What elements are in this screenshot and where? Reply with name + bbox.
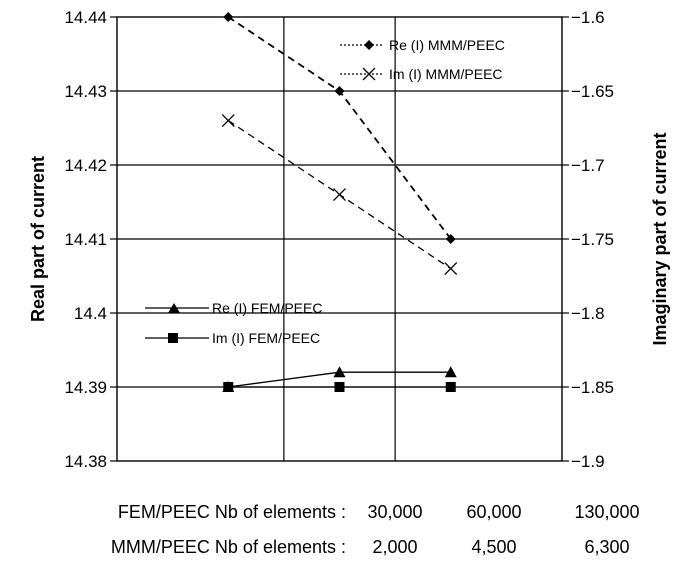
x-row-mmm-value-2: 4,500 <box>471 537 516 557</box>
left-tick-label: 14.39 <box>64 378 107 397</box>
x-row-fem-value-2: 60,000 <box>466 502 521 522</box>
x-row-mmm-label: MMM/PEEC Nb of elements : <box>111 537 346 557</box>
legend-re-fem-label: Re (I) FEM/PEEC <box>212 300 322 316</box>
right-tick-label: −1.9 <box>571 452 605 471</box>
legend-re-mmm-diamond-marker <box>364 40 374 50</box>
left-tick-label: 14.4 <box>74 304 107 323</box>
data-point-re-i-mmm-peec <box>223 12 234 22</box>
x-row-fem: FEM/PEEC Nb of elements : 30,000 60,000 … <box>118 502 640 522</box>
legend-im-fem-square-marker <box>168 333 178 343</box>
legend-im-mmm-x-marker <box>362 67 376 81</box>
data-point-im-i-fem-peec <box>445 382 456 392</box>
right-axis-title: Imaginary part of current <box>650 132 670 345</box>
right-tick-label: −1.8 <box>571 304 605 323</box>
right-tick-label: −1.7 <box>571 156 605 175</box>
data-point-re-i-mmm-peec <box>334 86 345 96</box>
left-tick-label: 14.44 <box>64 8 107 27</box>
left-tick-label: 14.42 <box>64 156 107 175</box>
left-tick-label: 14.38 <box>64 452 107 471</box>
x-row-fem-value-1: 30,000 <box>367 502 422 522</box>
x-row-mmm-value-1: 2,000 <box>372 537 417 557</box>
data-point-im-i-fem-peec <box>334 382 345 392</box>
left-axis-title: Real part of current <box>28 156 48 322</box>
left-tick-label: 14.43 <box>64 82 107 101</box>
x-row-fem-label: FEM/PEEC Nb of elements : <box>118 502 346 522</box>
data-point-re-i-fem-peec <box>333 366 346 378</box>
legend-im-mmm-label: Im (I) MMM/PEEC <box>389 66 503 82</box>
left-axis-ticks: 14.44 14.43 14.42 14.41 14.4 14.39 14.38 <box>64 8 117 471</box>
x-row-mmm-value-3: 6,300 <box>584 537 629 557</box>
legend-re-fem-triangle-marker <box>168 303 180 313</box>
legend-mmm: Re (I) MMM/PEEC Im (I) MMM/PEEC <box>340 37 505 82</box>
left-tick-label: 14.41 <box>64 230 107 249</box>
right-tick-label: −1.6 <box>571 8 605 27</box>
series-layer <box>221 12 458 392</box>
legend-im-fem-label: Im (I) FEM/PEEC <box>212 330 320 346</box>
data-point-im-i-fem-peec <box>223 382 234 392</box>
data-point-re-i-mmm-peec <box>445 234 456 244</box>
right-axis-ticks: −1.6 −1.65 −1.7 −1.75 −1.8 −1.85 −1.9 <box>562 8 614 471</box>
data-point-re-i-fem-peec <box>444 366 457 378</box>
data-point-im-i-mmm-peec <box>444 262 458 276</box>
right-tick-label: −1.75 <box>571 230 614 249</box>
x-row-mmm: MMM/PEEC Nb of elements : 2,000 4,500 6,… <box>111 537 630 557</box>
x-row-fem-value-3: 130,000 <box>574 502 639 522</box>
legend-fem: Re (I) FEM/PEEC Im (I) FEM/PEEC <box>145 300 322 346</box>
data-point-im-i-mmm-peec <box>221 114 235 128</box>
legend-re-mmm-label: Re (I) MMM/PEEC <box>389 37 505 53</box>
right-tick-label: −1.85 <box>571 378 614 397</box>
data-point-im-i-mmm-peec <box>333 188 346 202</box>
right-tick-label: −1.65 <box>571 82 614 101</box>
